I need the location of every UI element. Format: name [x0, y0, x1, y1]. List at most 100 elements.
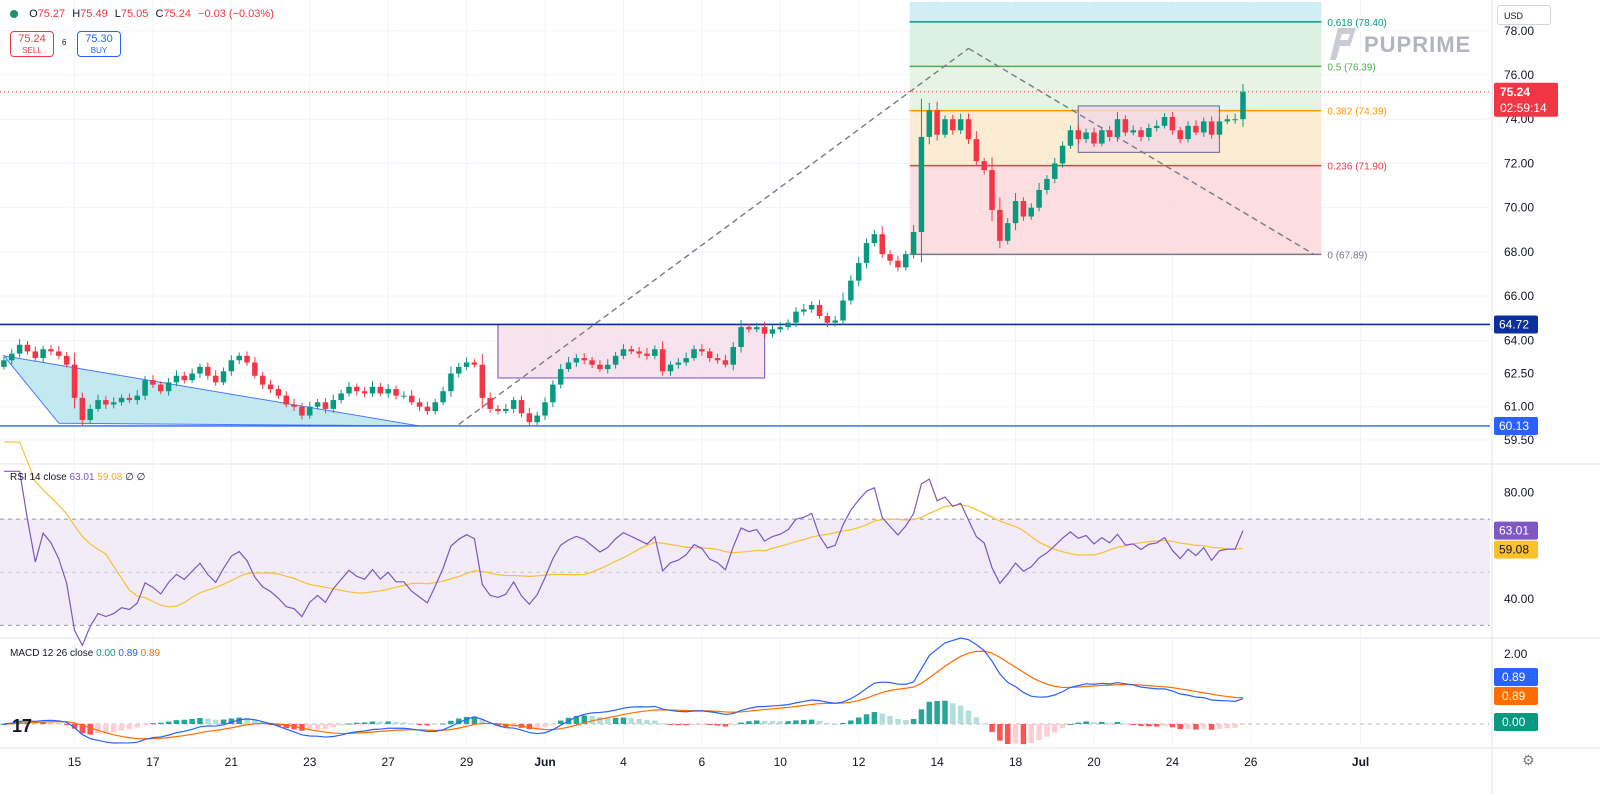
- macd-histogram-bar: [1075, 722, 1082, 724]
- rsi-ma-line: [3, 441, 1244, 608]
- low-value: 75.05: [120, 8, 149, 20]
- x-tick-label: Jun: [534, 755, 555, 769]
- gear-icon[interactable]: ⚙: [1522, 752, 1535, 768]
- rsi-line: [3, 470, 1244, 647]
- candle-body: [24, 344, 31, 352]
- rsi-name: RSI 14 close: [10, 472, 67, 483]
- candle-body: [471, 362, 478, 365]
- macd-histogram-bar: [299, 724, 305, 731]
- macd-histogram-bar: [197, 717, 203, 724]
- candle-body: [63, 355, 70, 365]
- macd-histogram-bar: [95, 724, 101, 734]
- close-label: C: [155, 8, 164, 20]
- macd-histogram-bar: [142, 724, 148, 725]
- candle-body: [463, 362, 470, 367]
- price-tick-label: 59.50: [1504, 433, 1534, 447]
- price-tick-label: 68.00: [1504, 245, 1534, 259]
- macd-histogram-bar: [769, 721, 776, 724]
- candle-body: [863, 243, 870, 263]
- candle-body: [495, 408, 501, 412]
- candle-body: [738, 327, 744, 347]
- macd-hist-legend-value: 0.00: [96, 648, 116, 659]
- macd-histogram-bar: [330, 724, 337, 728]
- candle-body: [1138, 130, 1144, 137]
- currency-select[interactable]: USD: [1497, 5, 1551, 25]
- macd-histogram-bar: [1099, 721, 1105, 724]
- logo-text: PUPRIME: [1364, 32, 1472, 57]
- candle-body: [189, 373, 195, 381]
- candle-body: [1004, 223, 1011, 241]
- buy-button[interactable]: 75.30 BUY: [77, 31, 121, 57]
- fib-level-label: 0.382 (74.39): [1327, 107, 1387, 118]
- macd-histogram-bar: [1161, 724, 1168, 727]
- candle-body: [165, 382, 172, 392]
- macd-histogram-bar: [652, 720, 658, 724]
- macd-histogram-bar: [173, 720, 180, 724]
- macd-histogram-bar: [1201, 724, 1207, 729]
- macd-legend: MACD 12 26 close 0.00 0.89 0.89: [10, 648, 160, 659]
- macd-histogram-bar: [424, 724, 431, 726]
- macd-histogram-bar: [887, 715, 893, 724]
- level-badge-label: 60.13: [1499, 419, 1529, 433]
- candle-body: [1177, 130, 1183, 140]
- candle-body: [346, 386, 352, 394]
- candle-body: [220, 371, 227, 383]
- candle-body: [1161, 117, 1168, 126]
- macd-value-badge: [1494, 668, 1538, 686]
- macd-histogram-bar: [1240, 724, 1246, 725]
- candle-body: [659, 349, 666, 372]
- candle-body: [9, 353, 15, 361]
- candle-body: [1169, 117, 1176, 131]
- x-tick-label: 17: [146, 755, 160, 769]
- candle-body: [369, 386, 376, 394]
- signal-legend-value: 0.89: [140, 648, 161, 659]
- macd-histogram-bar: [926, 701, 933, 724]
- level-badge: [1494, 416, 1538, 435]
- candle-body: [126, 397, 133, 401]
- macd-histogram-bar: [636, 718, 642, 724]
- macd-histogram-bar: [1028, 724, 1034, 744]
- candle-body: [16, 344, 23, 354]
- macd-histogram-bar: [730, 724, 736, 726]
- fib-zone: [909, 165, 1322, 255]
- macd-histogram-bar: [848, 720, 854, 724]
- candle-body: [1012, 201, 1019, 224]
- candle-body: [48, 349, 54, 352]
- candle-body: [275, 389, 282, 396]
- macd-histogram-bar: [550, 724, 556, 725]
- sell-button[interactable]: 75.24 SELL: [10, 31, 54, 57]
- x-tick-label: 24: [1166, 755, 1180, 769]
- candle-body: [597, 364, 603, 370]
- candle-body: [1130, 130, 1136, 133]
- candle-body: [565, 362, 572, 370]
- candle-body: [714, 358, 721, 361]
- countdown-label: 02:59:14: [1500, 101, 1547, 115]
- candle-body: [816, 304, 823, 317]
- rsi-tick-label: 80.00: [1504, 486, 1534, 500]
- candle-body: [534, 415, 540, 423]
- macd-signal-line: [3, 650, 1243, 740]
- rsi-ma-legend-value: 59.08: [97, 472, 123, 483]
- current-price-label: 75.24: [1500, 85, 1530, 99]
- candle-body: [487, 397, 493, 409]
- candle-body: [1052, 163, 1058, 179]
- rsi-legend: RSI 14 close 63.01 59.08 ∅ ∅: [10, 472, 145, 483]
- fib-zone: [909, 66, 1322, 111]
- rsi-tick-label: 40.00: [1504, 592, 1534, 606]
- macd-histogram-bar: [824, 722, 831, 724]
- macd-histogram-bar: [903, 720, 909, 724]
- macd-histogram-bar: [134, 724, 140, 728]
- macd-histogram-bar: [667, 724, 674, 725]
- macd-histogram-bar: [934, 701, 940, 724]
- candle-body: [338, 393, 344, 401]
- macd-histogram-bar: [816, 720, 823, 724]
- candle-body: [503, 408, 509, 412]
- macd-histogram-bar: [1052, 724, 1058, 733]
- level-badge-label: 64.72: [1499, 317, 1529, 331]
- candle-body: [110, 402, 117, 405]
- candle-body: [832, 320, 838, 323]
- candle-body: [440, 391, 446, 403]
- candle-body: [926, 110, 933, 137]
